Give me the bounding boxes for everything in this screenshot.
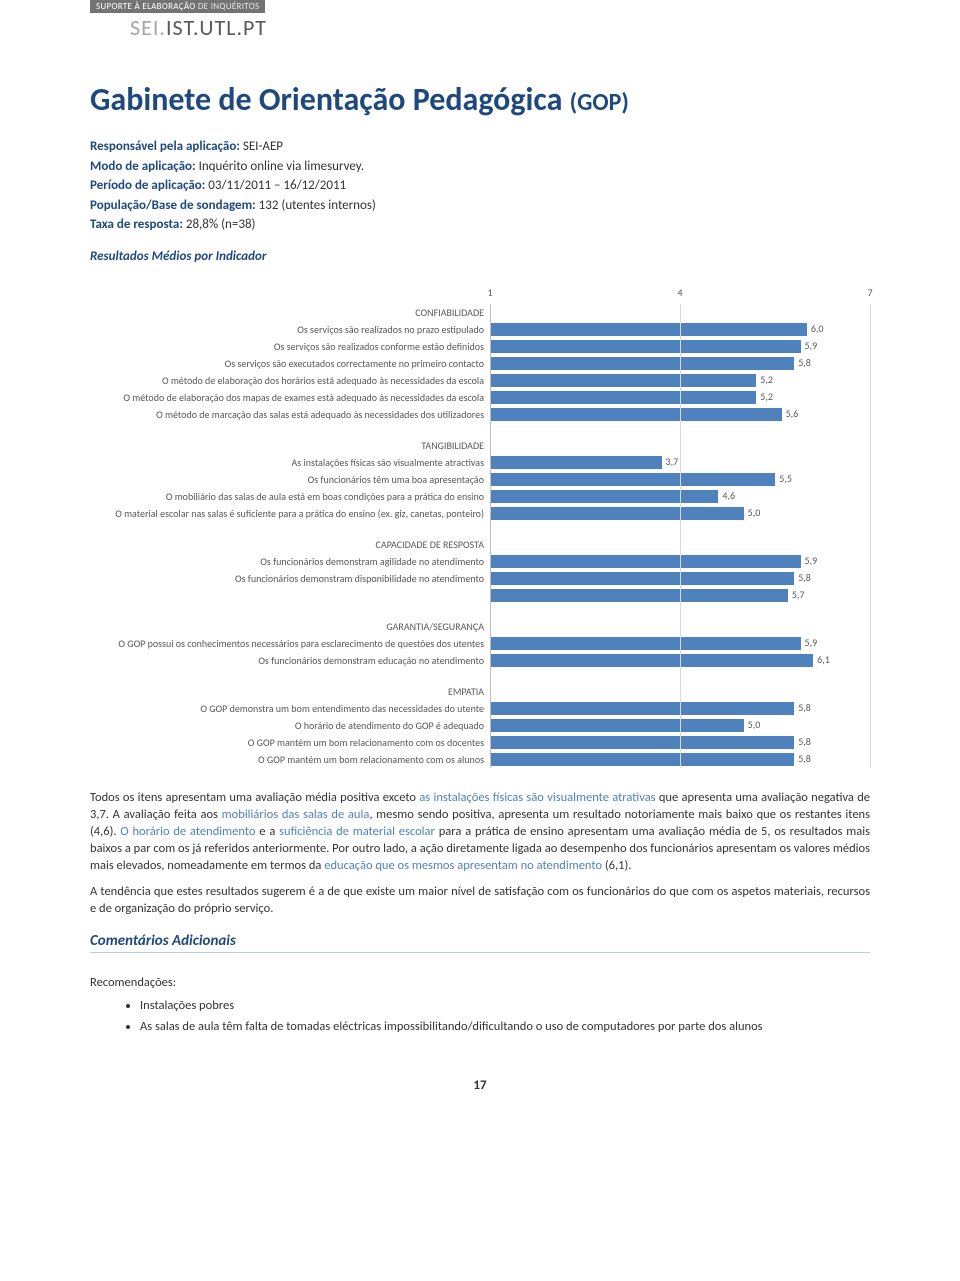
chart-bar [491,572,794,585]
chart-row-label: Os funcionários demonstram educação no a… [90,654,490,667]
chart-bar [491,357,794,370]
chart-row-label: O GOP possui os conhecimentos necessário… [90,637,490,650]
modo-val: Inquérito online via limesurvey. [199,159,365,174]
chart-bar [491,340,801,353]
chart-row-label: Os funcionários têm uma boa apresentação [90,473,490,486]
chart-row-label: Os serviços são realizados no prazo esti… [90,323,490,336]
periodo-label: Período de aplicação: [90,178,208,193]
chart-value: 5,2 [756,373,773,386]
chart-value: 5,9 [801,339,818,352]
taxa-label: Taxa de resposta: [90,217,186,232]
taxa-val: 28,8% (n=38) [186,217,256,232]
chart-bar [491,753,794,766]
chart-value: 6,1 [813,653,830,666]
analysis-text: Todos os itens apresentam uma avaliação … [90,790,870,918]
header-badge: SUPORTE À ELABORAÇÃO DE INQUÉRITOS [90,0,265,13]
axis-tick: 7 [867,286,872,299]
chart-value: 6,0 [807,322,824,335]
chart-bar [491,702,794,715]
periodo-val: 03/11/2011 – 16/12/2011 [208,178,346,193]
chart-value: 3,7 [662,455,679,468]
indicator-chart: 1 4 7 CONFIABILIDADE Os serviços são realiza… [90,286,870,768]
page-title: Gabinete de Orientação Pedagógica (GOP) [90,80,870,119]
para-1: Todos os itens apresentam uma avaliação … [90,790,870,874]
title-sub: (GOP) [570,88,629,117]
chart-category: GARANTIA/SEGURANÇA [90,620,490,633]
chart-bar [491,654,813,667]
chart-category: CAPACIDADE DE RESPOSTA [90,538,490,551]
badge-left: SUPORTE À ELABORAÇÃO [96,1,196,12]
chart-value: 5,8 [794,356,811,369]
chart-bar [491,555,801,568]
chart-bar [491,736,794,749]
page-header: SUPORTE À ELABORAÇÃO DE INQUÉRITOS SEI.I… [90,0,870,50]
chart-value: 5,8 [794,752,811,765]
chart-row-label: Os serviços são executados correctamente… [90,357,490,370]
chart-value: 5,9 [801,554,818,567]
chart-value: 5,7 [788,588,805,601]
pop-val: 132 (utentes internos) [259,198,376,213]
grid-line [870,304,871,768]
chart-value: 5,5 [775,472,792,485]
chart-bar [491,719,744,732]
chart-row-label: O mobiliário das salas de aula está em b… [90,490,490,503]
header-logo: SEI.IST.UTL.PT [130,14,267,41]
chart-bar [491,490,718,503]
para-2: A tendência que estes resultados sugerem… [90,884,870,918]
chart-row-label: O horário de atendimento do GOP é adequa… [90,719,490,732]
chart-bar [491,456,662,469]
chart-value: 5,0 [744,506,761,519]
chart-category: CONFIABILIDADE [90,306,490,319]
chart-row-label: Os funcionários demonstram disponibilida… [90,572,490,585]
chart-row-label: As instalações físicas são visualmente a… [90,456,490,469]
chart-value: 4,6 [718,489,735,502]
chart-bar [491,391,756,404]
meta-block: Responsável pela aplicação: SEI-AEP Modo… [90,137,870,266]
chart-row-label: O GOP demonstra um bom entendimento das … [90,702,490,715]
chart-bar [491,473,775,486]
recs-list: Instalações pobres As salas de aula têm f… [140,998,870,1036]
resultados-title: Resultados Médios por Indicador [90,247,870,267]
chart-row-label: O método de elaboração dos mapas de exam… [90,391,490,404]
page-number: 17 [90,1078,870,1093]
axis-tick: 1 [487,286,492,299]
chart-value: 5,6 [782,407,799,420]
resp-val: SEI-AEP [243,139,283,154]
pop-label: População/Base de sondagem: [90,198,259,213]
chart-row-label: O GOP mantém um bom relacionamento com o… [90,753,490,766]
chart-value: 5,9 [801,636,818,649]
recommendations: Recomendações: Instalações pobres As sala… [90,975,870,1036]
chart-bar [491,589,788,602]
chart-row-label: O método de marcação das salas está adeq… [90,408,490,421]
chart-bar [491,637,801,650]
resp-label: Responsável pela aplicação: [90,139,243,154]
chart-value: 5,2 [756,390,773,403]
rec-item: As salas de aula têm falta de tomadas el… [140,1019,870,1036]
comments-heading: Comentários Adicionais [90,932,870,953]
rec-item: Instalações pobres [140,998,870,1015]
logo-dark: IST.UTL.PT [166,14,267,41]
title-main: Gabinete de Orientação Pedagógica [90,80,570,119]
chart-value: 5,8 [794,571,811,584]
chart-row-label: O material escolar nas salas é suficient… [90,507,490,520]
chart-row-label: O método de elaboração dos horários está… [90,374,490,387]
chart-bar [491,507,744,520]
recs-title: Recomendações: [90,975,870,990]
badge-right: DE INQUÉRITOS [196,1,260,12]
chart-row-label: O GOP mantém um bom relacionamento com o… [90,736,490,749]
logo-gray: SEI. [130,14,166,41]
chart-category: TANGIBILIDADE [90,439,490,452]
chart-row-label: Os serviços são realizados conforme estã… [90,340,490,353]
chart-bar [491,323,807,336]
chart-value: 5,8 [794,701,811,714]
modo-label: Modo de aplicação: [90,159,199,174]
chart-value: 5,8 [794,735,811,748]
chart-bar [491,408,782,421]
axis-tick: 4 [677,286,682,299]
chart-bar [491,374,756,387]
chart-row-label: Os funcionários demonstram agilidade no … [90,555,490,568]
chart-category: EMPATIA [90,685,490,698]
chart-value: 5,0 [744,718,761,731]
